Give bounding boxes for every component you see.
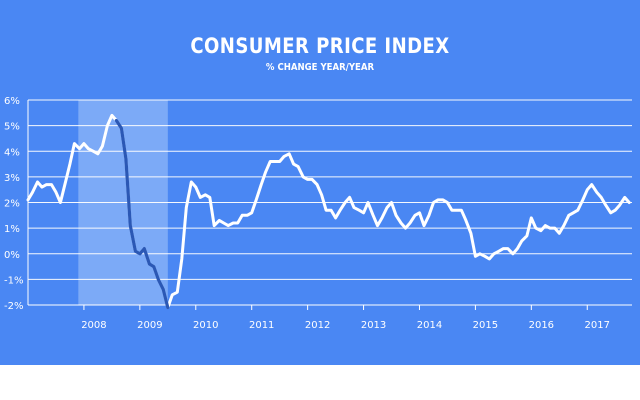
x-tick-label: 2011: [249, 320, 274, 331]
y-tick-label: 6%: [4, 96, 20, 107]
cpi-recession-segment: [114, 118, 170, 310]
cpi-line-chart: 6% 5% 4% 3% 2% 1% 0% -1% -2% 2008 2009 2010 2011 2012…: [4, 96, 632, 331]
y-tick-label: 1%: [4, 224, 20, 235]
x-tick-label: 2009: [137, 320, 162, 331]
y-tick-label: -2%: [4, 301, 23, 312]
chart-title: CONSUMER PRICE INDEX: [190, 34, 450, 58]
x-tick-label: 2008: [81, 320, 106, 331]
y-tick-label: -1%: [4, 275, 23, 286]
y-tick-label: 3%: [4, 173, 20, 184]
x-tick-label: 2015: [473, 320, 498, 331]
y-tick-label: 2%: [4, 199, 20, 210]
x-tick-label: 2013: [361, 320, 386, 331]
x-tick-label: 2014: [417, 320, 442, 331]
x-tick-label: 2016: [529, 320, 554, 331]
y-tick-label: 4%: [4, 147, 20, 158]
x-tick-label: 2017: [585, 320, 610, 331]
x-tick-label: 2010: [193, 320, 218, 331]
chart-subtitle: % CHANGE YEAR/YEAR: [265, 62, 375, 73]
x-tick-label: 2012: [305, 320, 330, 331]
y-tick-label: 5%: [4, 122, 20, 133]
y-tick-label: 0%: [4, 250, 20, 261]
